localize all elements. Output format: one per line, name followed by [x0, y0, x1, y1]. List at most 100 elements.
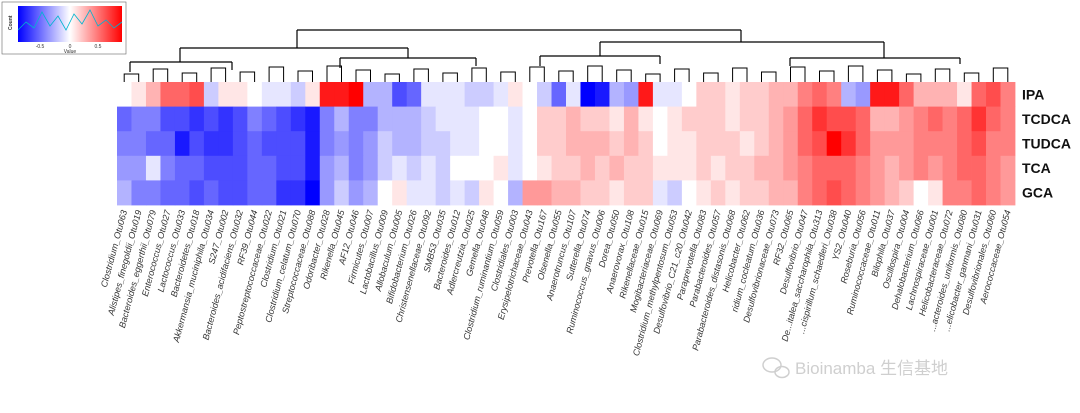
color-key-xlabel: Value [64, 49, 77, 55]
heatmap-cell [870, 131, 886, 157]
heatmap-cell [203, 155, 219, 181]
heatmap-cell [826, 131, 842, 157]
heatmap-cell [392, 106, 408, 132]
heatmap-cell [363, 131, 379, 157]
heatmap-cell [464, 180, 480, 206]
heatmap-cell [305, 131, 321, 157]
heatmap-cell [131, 82, 147, 107]
dendrogram-leaf-link [355, 69, 371, 82]
color-key: Count -0.5 0 0.5 Value [1, 1, 127, 55]
heatmap-cell [479, 82, 494, 107]
heatmap-cell [537, 180, 552, 206]
dendrogram-leaf-link [297, 70, 313, 82]
heatmap-cell [551, 131, 567, 157]
heatmap-cell [783, 180, 799, 206]
heatmap-cell [508, 131, 523, 157]
dendrogram-leaf-link [732, 67, 748, 82]
heatmap-cell [160, 155, 176, 181]
heatmap-cell [754, 180, 770, 206]
heatmap-cell [1000, 82, 1016, 107]
heatmap-cell [551, 106, 567, 132]
color-key-tick-pos: 0.5 [95, 44, 102, 50]
heatmap-cell [870, 180, 886, 206]
heatmap-cell [812, 82, 828, 107]
heatmap-cell [580, 82, 596, 107]
heatmap-cell [479, 106, 494, 132]
color-key-histogram [17, 9, 123, 31]
heatmap-cell [406, 155, 422, 181]
heatmap-cell [479, 180, 494, 206]
heatmap-cell [623, 131, 639, 157]
heatmap-cell [218, 82, 234, 107]
heatmap-cell [899, 131, 915, 157]
heatmap-cell [928, 131, 943, 157]
heatmap-cell [377, 106, 393, 132]
heatmap-cell [406, 131, 422, 157]
heatmap-cell [131, 180, 147, 206]
heatmap-cell [797, 155, 813, 181]
heatmap-cell [493, 82, 509, 107]
heatmap-cell [276, 131, 292, 157]
row-label: TCA [1022, 160, 1051, 176]
heatmap-cell [652, 82, 668, 107]
heatmap-cell [464, 106, 480, 132]
heatmap-cell [160, 131, 176, 157]
dendrogram-leaf-link [847, 65, 864, 82]
heatmap-cell [189, 131, 205, 157]
heatmap-cell [768, 131, 784, 157]
heatmap-cell [942, 131, 958, 157]
heatmap-cell [696, 155, 712, 181]
heatmap-cell [377, 82, 393, 107]
heatmap-cell [232, 106, 248, 132]
dendrogram-left-branch [179, 47, 409, 62]
heatmap-cell [942, 82, 958, 107]
dendrogram-leaf-link [674, 68, 690, 82]
heatmap-cell [841, 106, 857, 132]
heatmap-cell [117, 82, 132, 107]
heatmap-cell [537, 131, 552, 157]
heatmap-cell [986, 82, 1001, 107]
heatmap-cell [971, 82, 987, 107]
heatmap-cell [392, 131, 408, 157]
heatmap-cell [566, 155, 581, 181]
heatmap-cell [928, 82, 943, 107]
dendrogram-leaf-link [500, 71, 516, 82]
heatmap-cell [942, 180, 958, 206]
heatmap-cell [435, 106, 451, 132]
heatmap-cell [232, 180, 248, 206]
heatmap-cell [203, 82, 219, 107]
color-key-tick-neg: -0.5 [36, 44, 45, 50]
heatmap-cell [450, 106, 466, 132]
heatmap-cell [117, 180, 132, 206]
heatmap-cell [696, 131, 712, 157]
heatmap-cell [681, 155, 697, 181]
heatmap-cell [783, 155, 799, 181]
heatmap-cell [261, 155, 277, 181]
heatmap-cell [652, 131, 668, 157]
dendrogram-leaf-link [413, 68, 429, 82]
heatmap-cell [450, 131, 466, 157]
wechat-icon [762, 357, 790, 379]
heatmap-cell [551, 155, 567, 181]
heatmap-cell [319, 106, 335, 132]
heatmap-cell [290, 106, 306, 132]
dendrogram-top-link [296, 29, 742, 48]
heatmap-cell [667, 131, 683, 157]
heatmap-cell [131, 131, 147, 157]
heatmap-cell [681, 131, 697, 157]
heatmap-cell [797, 180, 813, 206]
heatmap-cell [783, 131, 799, 157]
heatmap-cell [913, 180, 929, 206]
dendrogram-leaf-links [123, 65, 1009, 82]
heatmap-cell [754, 155, 770, 181]
heatmap-cell [117, 131, 132, 157]
heatmap-cell [899, 155, 915, 181]
heatmap-cell [174, 106, 190, 132]
heatmap-cell [566, 131, 581, 157]
dendrogram-leaf-link [616, 69, 632, 82]
heatmap-cell [319, 131, 335, 157]
heatmap-cell [797, 131, 813, 157]
row-label: GCA [1022, 185, 1053, 201]
heatmap-cell [884, 131, 900, 157]
